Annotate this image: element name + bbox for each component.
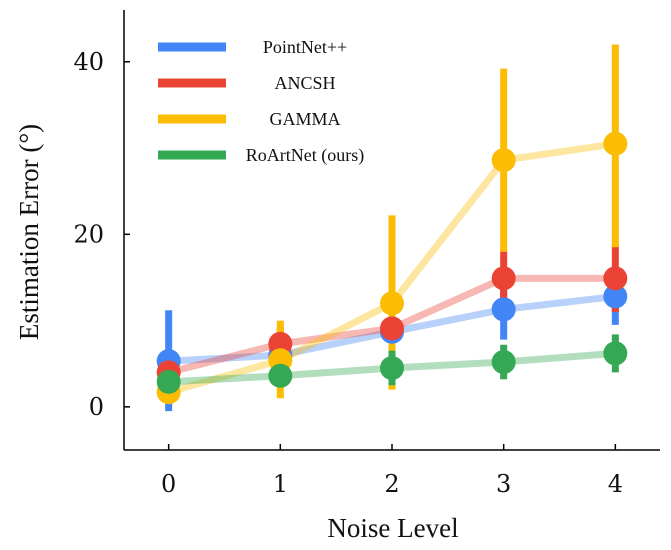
legend-label-3: RoArtNet (ours)	[246, 145, 364, 166]
y-tick-label-0: 0	[89, 393, 104, 421]
x-tick-label-1: 1	[273, 470, 288, 498]
legend-label-1: ANCSH	[274, 73, 335, 93]
x-tick-label-2: 2	[384, 470, 399, 498]
legend-label-0: PointNet++	[263, 37, 347, 57]
x-tick-label-4: 4	[608, 470, 623, 498]
data-point-1-2	[380, 316, 404, 341]
data-point-2-2	[380, 291, 404, 316]
data-point-0-3	[491, 297, 516, 322]
y-tick-label-1: 20	[73, 220, 104, 248]
data-point-2-3	[491, 148, 516, 173]
y-tick-label-2: 40	[73, 48, 104, 76]
data-point-3-0	[156, 369, 181, 394]
data-point-0-4	[603, 284, 628, 309]
plot-area	[156, 44, 628, 412]
y-axis-title: Estimation Error (°)	[14, 124, 44, 340]
data-point-2-4	[603, 131, 628, 156]
x-axis-title: Noise Level	[327, 513, 458, 543]
data-point-3-1	[268, 363, 293, 388]
data-point-3-2	[380, 356, 404, 381]
data-point-1-3	[491, 266, 516, 291]
legend-label-2: GAMMA	[269, 109, 340, 129]
legend: PointNet++ ANCSH GAMMA RoArtNet (ours)	[158, 37, 364, 166]
data-point-1-4	[603, 266, 628, 291]
x-tick-label-0: 0	[161, 470, 176, 498]
x-tick-label-3: 3	[496, 470, 511, 498]
data-point-3-3	[491, 350, 516, 374]
data-point-3-4	[603, 341, 628, 366]
